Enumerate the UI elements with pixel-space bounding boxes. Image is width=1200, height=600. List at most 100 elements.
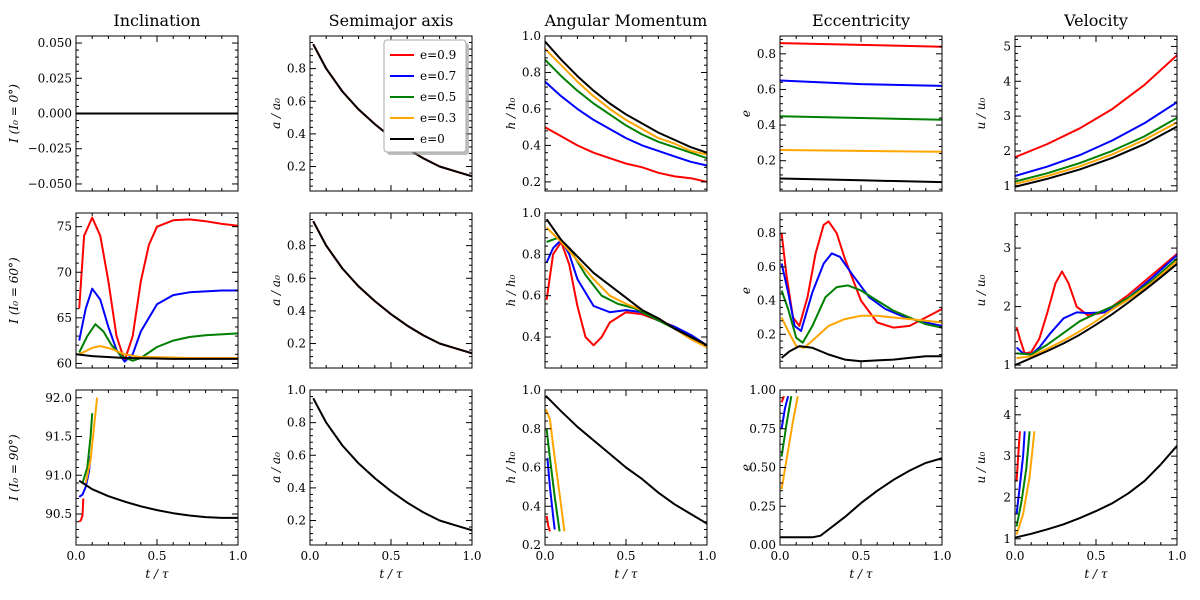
x-axis-label: t / τ [1084, 567, 1107, 581]
y-tick-label: 0.8 [287, 416, 306, 430]
series-line-e=0 [1015, 445, 1177, 539]
chart-panel-r2c1: 0.0 0.5 1.0 t / τ 0.2 0.4 0.6 0.8 1.0 a / a₀ [269, 383, 482, 581]
x-tick-label: 0.0 [770, 549, 789, 563]
chart-panel-r1c2: 0.4 0.6 0.8 1.0 h / h₀ [504, 206, 708, 369]
y-axis-label: I (I₀ = 90°) [7, 434, 21, 502]
y-tick-label: 4 [1003, 74, 1011, 88]
y-tick-label: −0.025 [28, 142, 72, 156]
y-tick-label: 0.4 [287, 127, 306, 141]
axes-frame [544, 212, 708, 369]
series-line-e=0.3 [1015, 121, 1177, 185]
axes-frame [75, 389, 239, 546]
series-line-e=0.3 [780, 149, 942, 153]
series-line-e=0 [312, 397, 472, 532]
y-axis-label: u / u₀ [974, 97, 988, 129]
x-tick-label: 1.0 [1167, 549, 1186, 563]
series-line-e=0.3 [1016, 260, 1177, 360]
series-line-e=0.5 [81, 413, 94, 484]
y-tick-label: 2 [1003, 490, 1011, 504]
chart-panel-r2c4: 0.0 0.5 1.0 t / τ 1 2 3 4 u / u₀ [974, 389, 1187, 581]
series-line-e=0.7 [78, 287, 238, 363]
y-tick-label: 0.050 [38, 36, 72, 50]
series-line-e=0.7 [545, 80, 707, 167]
legend-label: e=0.5 [420, 90, 456, 104]
series-line-e=0.7 [545, 238, 707, 347]
series-line-e=0.3 [545, 226, 707, 349]
y-tick-label: 0.4 [287, 481, 306, 495]
series-line-e=0.7 [780, 395, 790, 429]
y-tick-label: 0.6 [287, 94, 306, 108]
y-tick-label: 1.00 [749, 383, 776, 397]
y-tick-label: 5 [1003, 39, 1011, 53]
series-line-e=0 [780, 345, 942, 363]
x-tick-label: 0.5 [1086, 549, 1105, 563]
series-line-e=0.9 [78, 216, 238, 362]
x-tick-label: 1.0 [932, 549, 951, 563]
series-line-e=0 [78, 479, 238, 519]
y-tick-label: 0.2 [287, 160, 306, 174]
y-tick-label: 0.8 [522, 65, 541, 79]
series-line-e=0.9 [780, 220, 942, 329]
series-line-e=0.9 [780, 395, 785, 403]
y-tick-label: 4 [1003, 408, 1011, 422]
y-axis-label: I (I₀ = 0°) [7, 84, 21, 144]
y-tick-label: 3 [1003, 109, 1011, 123]
y-tick-label: 0.6 [522, 461, 541, 475]
y-axis-label: e [739, 110, 753, 117]
y-tick-label: 0.6 [757, 260, 776, 274]
series-group [780, 42, 942, 184]
series-group [76, 216, 238, 363]
series-line-e=0 [780, 177, 942, 184]
y-tick-label: 1.0 [287, 383, 306, 397]
y-axis-label: h / h₀ [504, 97, 518, 129]
y-tick-label: 0.00 [749, 538, 776, 552]
y-axis-label: e [739, 287, 753, 294]
series-group [312, 220, 472, 355]
chart-panel-r2c0: 0.0 0.5 1.0 t / τ 90.5 91.0 91.5 92.0 I (I₀ = 90… [7, 389, 248, 581]
x-tick-label: 0.5 [147, 549, 166, 563]
series-line-e=0.5 [780, 115, 942, 121]
legend-label: e=0 [420, 132, 445, 146]
series-group [780, 220, 942, 363]
y-tick-label: 70 [57, 265, 72, 279]
series-line-e=0.3 [84, 397, 99, 484]
series-line-e=0.5 [1016, 257, 1177, 356]
y-tick-label: 0.8 [757, 47, 776, 61]
y-axis-label: h / h₀ [504, 451, 518, 483]
series-line-e=0.7 [546, 457, 556, 530]
y-axis-label: a / a₀ [269, 452, 283, 483]
axes-frame [779, 35, 943, 192]
series-line-e=0.9 [312, 220, 472, 355]
series-line-e=0.5 [545, 428, 561, 532]
y-tick-label: 1.0 [522, 29, 541, 43]
series-line-e=0.3 [545, 48, 707, 156]
y-tick-label: 2 [1003, 144, 1011, 158]
series-line-e=0.9 [1015, 54, 1177, 159]
series-group [1015, 253, 1177, 367]
y-axis-label: u / u₀ [974, 451, 988, 483]
y-tick-label: 91.5 [45, 430, 72, 444]
y-tick-label: 2 [1003, 300, 1011, 314]
y-tick-label: 3 [1003, 449, 1011, 463]
chart-panel-r1c0: 60 65 70 75 I (I₀ = 60°) [7, 212, 239, 370]
x-tick-label: 0.5 [851, 549, 870, 563]
y-tick-label: 0.8 [522, 422, 541, 436]
axes-frame [309, 212, 473, 369]
chart-panel-r2c2: 0.0 0.5 1.0 t / τ 0.2 0.4 0.6 0.8 1.0 h / h₀ [504, 383, 717, 581]
y-tick-label: 0.8 [287, 239, 306, 253]
y-axis-label: I (I₀ = 60°) [7, 257, 21, 325]
series-line-e=0.5 [78, 323, 238, 362]
y-tick-label: 1 [1003, 358, 1011, 372]
column-title: Semimajor axis [329, 11, 454, 30]
series-line-e=0.7 [1015, 431, 1026, 515]
y-tick-label: 92.0 [45, 391, 72, 405]
y-tick-label: 1.0 [522, 206, 541, 220]
y-tick-label: 0.75 [749, 422, 776, 436]
legend-box [383, 39, 467, 153]
y-tick-label: 0.025 [38, 71, 72, 85]
series-line-e=0.9 [78, 498, 85, 523]
x-axis-label: t / τ [849, 567, 872, 581]
legend-label: e=0.9 [420, 48, 456, 62]
